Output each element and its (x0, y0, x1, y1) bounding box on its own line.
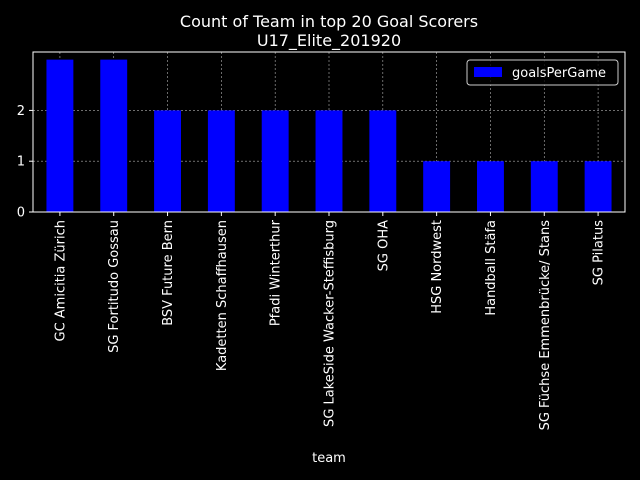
bar (423, 161, 451, 212)
x-tick-label: GC Amicitia Zürich (53, 220, 68, 342)
bar (207, 110, 235, 212)
x-tick-label: HSG Nordwest (430, 220, 445, 314)
legend-swatch (474, 67, 502, 77)
x-tick-label: SG Pilatus (592, 220, 607, 286)
legend: goalsPerGame (466, 59, 619, 86)
legend-frame (466, 59, 619, 86)
x-tick-label: Pfadi Winterthur (269, 219, 284, 326)
bar (261, 110, 289, 212)
bar (154, 110, 181, 212)
chart-title: Count of Team in top 20 Goal Scorers (180, 12, 478, 31)
bar (477, 161, 504, 212)
bar (46, 59, 74, 212)
x-tick-label: SG Füchse Emmenbrücke/ Stans (538, 220, 553, 431)
bar (530, 161, 558, 212)
y-axis: 0 1 2 (17, 104, 33, 221)
legend-label: goalsPerGame (512, 66, 606, 81)
chart-subtitle: U17_Elite_201920 (257, 31, 401, 51)
bar (315, 110, 343, 212)
y-tick-label: 1 (17, 155, 25, 170)
bar (584, 161, 612, 212)
y-tick-label: 2 (17, 104, 25, 119)
x-axis: GC Amicitia Zürich SG Fortitudo Gossau BSV… (53, 212, 607, 431)
x-tick-label: SG LakeSide Wacker-Steffisburg (323, 220, 338, 427)
x-tick-label: SG Fortitudo Gossau (107, 220, 122, 353)
bar (100, 59, 128, 212)
x-tick-label: Kadetten Schaffhausen (215, 220, 230, 371)
bar (369, 110, 397, 212)
x-tick-label: SG OHA (376, 220, 391, 271)
x-tick-label: Handball Stäfa (484, 220, 499, 316)
y-tick-label: 0 (17, 206, 25, 221)
x-tick-label: BSV Future Bern (161, 220, 176, 326)
bars (46, 59, 612, 212)
x-axis-label: team (312, 451, 346, 466)
